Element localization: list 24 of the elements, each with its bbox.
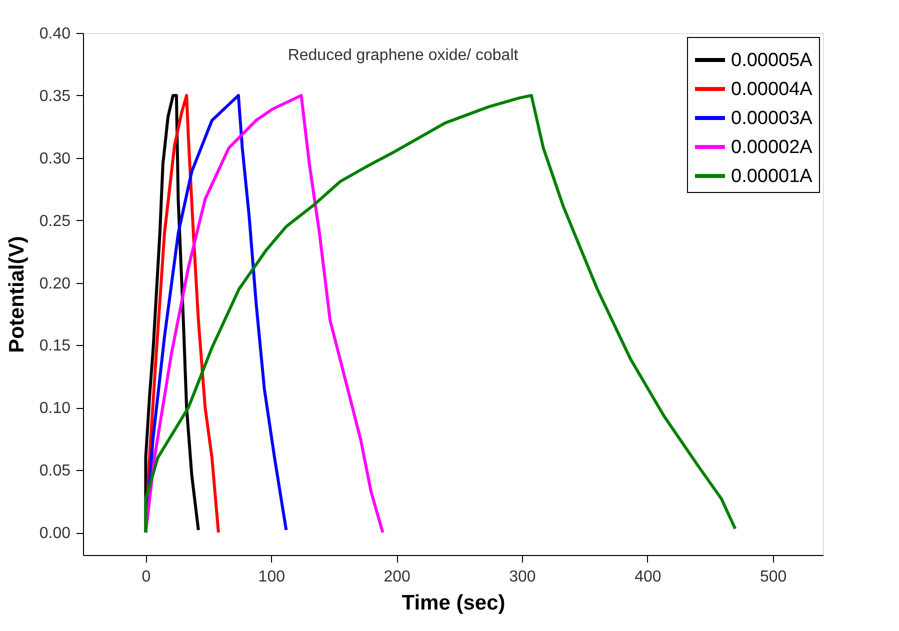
- y-tick-label: 0.20: [39, 275, 71, 292]
- legend-label: 0.00005A: [731, 50, 813, 71]
- y-tick-label: 0.25: [39, 212, 71, 230]
- x-axis-title: Time (sec): [402, 592, 506, 614]
- y-tick-label: 0.10: [39, 400, 71, 418]
- x-tick-label: 400: [634, 568, 662, 586]
- x-tick-label: 300: [509, 568, 536, 586]
- y-tick-label: 0.15: [39, 338, 71, 355]
- x-tick-label: 0: [142, 568, 151, 586]
- y-axis-title: Potential(V): [5, 236, 28, 353]
- line-series: [144, 94, 384, 534]
- legend-label: 0.00004A: [731, 79, 813, 100]
- y-tick-label: 0.00: [39, 525, 71, 542]
- legend-label: 0.00002A: [731, 137, 813, 158]
- x-tick-label: 100: [258, 568, 286, 586]
- x-tick-label: 200: [384, 568, 411, 586]
- x-tick-label: 500: [760, 568, 787, 586]
- legend-label: 0.00001A: [731, 166, 813, 187]
- y-tick-label: 0.30: [39, 150, 71, 168]
- legend-label: 0.00003A: [731, 108, 813, 129]
- y-tick-label: 0.40: [39, 26, 71, 42]
- annotation: Reduced graphene oxide/ cobalt: [288, 47, 519, 64]
- y-tick-label: 0.35: [39, 88, 71, 105]
- y-tick-label: 0.05: [39, 462, 71, 480]
